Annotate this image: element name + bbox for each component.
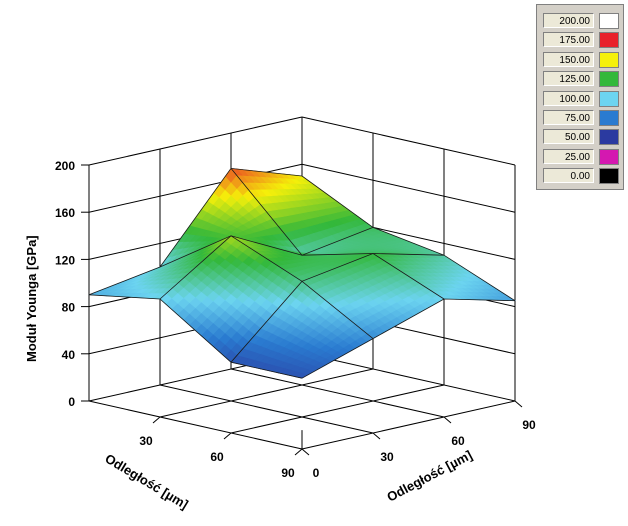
z-tick-label: 80 (62, 301, 76, 315)
x-tick-mark (152, 416, 161, 424)
z-tick-label: 200 (55, 159, 75, 173)
wire-line (230, 168, 445, 300)
legend-value: 100.00 (543, 90, 594, 106)
box-edge (301, 116, 516, 166)
wire-line (159, 235, 374, 339)
x-tick-label: 90 (281, 466, 295, 480)
y-tick-mark (372, 432, 381, 440)
z-tick-label: 0 (68, 395, 75, 409)
legend-swatch (599, 90, 619, 107)
legend-swatch (599, 51, 619, 68)
z-tick-label: 120 (55, 253, 75, 267)
legend-value: 125.00 (543, 71, 594, 87)
legend-value: 50.00 (543, 129, 594, 145)
legend-swatch (599, 168, 619, 185)
legend-swatch (599, 71, 619, 88)
x-tick-label: 60 (210, 450, 224, 464)
grid-line (301, 163, 516, 213)
grid-line (159, 368, 374, 418)
surface-wireframe (88, 167, 516, 379)
legend-swatch (599, 148, 619, 165)
legend-swatch (599, 13, 619, 29)
legend-entry: 75.00 (543, 110, 621, 127)
box-edge (301, 400, 516, 450)
surface (88, 167, 517, 379)
grid-line (230, 368, 445, 418)
y-tick-mark (443, 416, 452, 424)
legend-entry: 100.00 (543, 90, 621, 108)
legend-value: 175.00 (543, 32, 594, 48)
legend-entry: 175.00 (543, 32, 621, 49)
y-tick-mark (514, 400, 523, 408)
z-tick-label: 40 (62, 348, 76, 362)
wire-line (88, 167, 303, 296)
box-edge (88, 400, 303, 450)
legend-value: 0.00 (543, 168, 594, 184)
y-tick-label: 30 (380, 450, 394, 464)
z-axis-label: Moduł Younga [GPa] (24, 235, 39, 362)
wire-line (88, 294, 303, 379)
legend-entry: 125.00 (543, 71, 621, 88)
wire-line (230, 253, 445, 363)
legend-swatch (599, 32, 619, 49)
z-tick-label: 160 (55, 206, 75, 220)
legend-entry: 50.00 (543, 129, 621, 146)
wire-line (301, 298, 516, 379)
grid-line (159, 384, 374, 434)
y-tick-label: 60 (451, 434, 465, 448)
y-tick-label: 90 (522, 418, 536, 432)
legend-value: 200.00 (543, 13, 594, 28)
legend-value: 25.00 (543, 148, 594, 164)
legend-entry: 150.00 (543, 51, 621, 69)
axis-ticks: 0 40 80 120 160 200 30 60 90 0 30 60 90 (55, 159, 536, 480)
x-tick-mark (294, 448, 303, 456)
wire-line (301, 175, 516, 302)
wire-line (159, 227, 374, 300)
y-axis-label: Odległość [µm] (384, 447, 474, 504)
legend-entry: 200.00 (543, 13, 621, 30)
y-tick-mark (301, 448, 310, 456)
box-edge (88, 116, 303, 166)
x-tick-label: 30 (139, 434, 153, 448)
x-tick-mark (223, 432, 232, 440)
y-tick-label: 0 (313, 466, 320, 480)
legend-swatch (599, 129, 619, 146)
legend-value: 75.00 (543, 110, 594, 125)
grid-line (301, 352, 516, 402)
legend-entry: 0.00 (543, 168, 621, 185)
legend-entry: 25.00 (543, 148, 621, 166)
x-axis-label: Odległość [µm] (102, 451, 190, 512)
color-legend: 200.00 175.00 150.00 125.00 100.00 75.00 50.00… (536, 4, 624, 190)
grid-line (230, 384, 445, 434)
legend-value: 150.00 (543, 51, 594, 67)
legend-swatch (599, 110, 619, 126)
